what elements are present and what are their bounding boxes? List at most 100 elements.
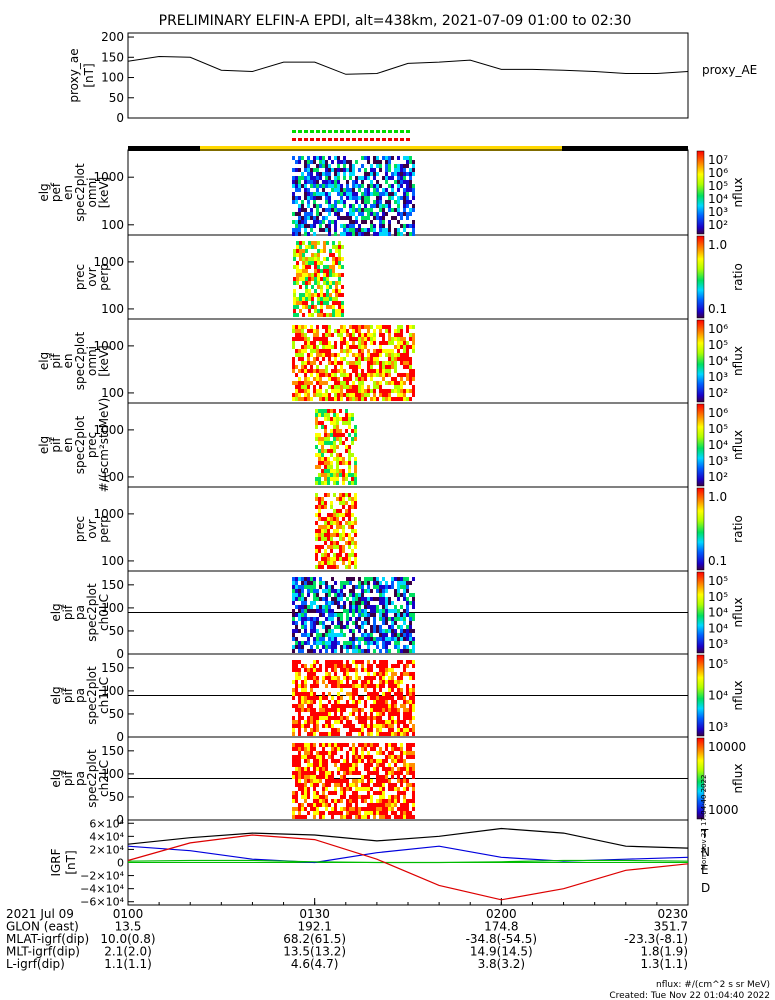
spectrogram-cell xyxy=(328,325,331,329)
spectrogram-cell xyxy=(319,361,322,365)
spectrogram-cell xyxy=(292,228,295,232)
spectrogram-cell xyxy=(358,700,361,704)
spectrogram-cell xyxy=(301,613,304,617)
spectrogram-cell xyxy=(361,192,364,196)
spectrogram-cell xyxy=(394,180,397,184)
spectrogram-cell xyxy=(370,696,373,700)
spectrogram-cell xyxy=(322,763,325,767)
spectrogram-cell xyxy=(370,724,373,728)
spectrogram-cell xyxy=(379,373,382,377)
spectrogram-cell xyxy=(307,377,310,381)
spectrogram-cell xyxy=(352,333,355,337)
igrf-series-E xyxy=(127,859,689,864)
spectrogram-cell xyxy=(292,361,295,365)
spectrogram-cell xyxy=(400,815,403,819)
spectrogram-cell xyxy=(403,585,406,589)
spectrogram-cell xyxy=(355,755,358,759)
colorbar-tick-label: 10³ xyxy=(708,637,728,651)
spectrogram-cell xyxy=(316,389,319,393)
spectrogram-cell xyxy=(295,767,298,771)
spectrogram-cell xyxy=(388,224,391,228)
spectrogram-cell xyxy=(367,732,370,736)
spectrogram-cell xyxy=(316,795,319,799)
spectrogram-cell xyxy=(373,337,376,341)
spectrogram-cell xyxy=(317,285,320,289)
spectrogram-cell xyxy=(342,505,345,509)
spectrogram-cell xyxy=(385,743,388,747)
spectrogram-cell xyxy=(382,377,385,381)
spectrogram-cell xyxy=(331,649,334,653)
spectrogram-cell xyxy=(367,728,370,732)
spectrogram-cell xyxy=(313,779,316,783)
spectrogram-cell xyxy=(354,481,357,485)
spectrogram-cell xyxy=(403,156,406,160)
spectrogram-cell xyxy=(391,676,394,680)
spectrogram-cell xyxy=(340,775,343,779)
spectrogram-cell xyxy=(385,771,388,775)
red-dot xyxy=(322,138,326,141)
spectrogram-cell xyxy=(316,720,319,724)
spectrogram-cell xyxy=(409,704,412,708)
spectrogram-cell xyxy=(313,783,316,787)
spectrogram-cell xyxy=(355,787,358,791)
spectrogram-cell xyxy=(298,668,301,672)
spectrogram-cell xyxy=(296,281,299,285)
spectrogram-cell xyxy=(346,704,349,708)
spectrogram-cell xyxy=(385,629,388,633)
spectrogram-cell xyxy=(367,779,370,783)
spectrogram-cell xyxy=(364,357,367,361)
spectrogram-cell xyxy=(298,377,301,381)
spectrogram-cell xyxy=(358,771,361,775)
spectrogram-cell xyxy=(391,621,394,625)
spectrogram-cell xyxy=(388,755,391,759)
spectrogram-cell xyxy=(323,257,326,261)
spectrogram-cell xyxy=(397,799,400,803)
spectrogram-cell xyxy=(382,660,385,664)
spectrogram-cell xyxy=(394,609,397,613)
spectrogram-cell xyxy=(346,720,349,724)
spectrogram-cell xyxy=(292,365,295,369)
spectrogram-cell xyxy=(355,593,358,597)
spectrogram-cell xyxy=(388,763,391,767)
spectrogram-cell xyxy=(376,692,379,696)
spectrogram-cell xyxy=(329,269,332,273)
spectrogram-cell xyxy=(397,389,400,393)
spectrogram-cell xyxy=(349,188,352,192)
spectrogram-cell xyxy=(349,373,352,377)
spectrogram-cell xyxy=(367,755,370,759)
spectrogram-cell xyxy=(412,369,415,373)
spectrogram-cell xyxy=(373,747,376,751)
green-dot xyxy=(382,130,386,133)
spectrogram-cell xyxy=(334,747,337,751)
spectrogram-cell xyxy=(339,549,342,553)
spectrogram-cell xyxy=(337,208,340,212)
spectrogram-cell xyxy=(295,791,298,795)
spectrogram-cell xyxy=(373,172,376,176)
spectrogram-cell xyxy=(324,465,327,469)
spectrogram-cell xyxy=(367,196,370,200)
spectrogram-cell xyxy=(304,184,307,188)
spectrogram-cell xyxy=(409,676,412,680)
spectrogram-cell xyxy=(412,204,415,208)
spectrogram-cell xyxy=(319,156,322,160)
spectrogram-cell xyxy=(313,803,316,807)
spectrogram-cell xyxy=(358,333,361,337)
spectrogram-cell xyxy=(358,581,361,585)
spectrogram-cell xyxy=(379,341,382,345)
spectrogram-cell xyxy=(397,633,400,637)
spectrogram-cell xyxy=(367,393,370,397)
spectrogram-cell xyxy=(349,196,352,200)
spectrogram-cell xyxy=(325,763,328,767)
spectrogram-cell xyxy=(373,613,376,617)
panel-ylabel: en xyxy=(61,438,75,453)
spectrogram-cell xyxy=(298,393,301,397)
spectrogram-cell xyxy=(376,791,379,795)
spectrogram-cell xyxy=(361,156,364,160)
spectrogram-cell xyxy=(361,807,364,811)
spectrogram-cell xyxy=(385,747,388,751)
spectrogram-cell xyxy=(325,337,328,341)
spectrogram-cell xyxy=(345,409,348,413)
spectrogram-cell xyxy=(373,811,376,815)
spectrogram-cell xyxy=(337,593,340,597)
spectrogram-cell xyxy=(367,807,370,811)
